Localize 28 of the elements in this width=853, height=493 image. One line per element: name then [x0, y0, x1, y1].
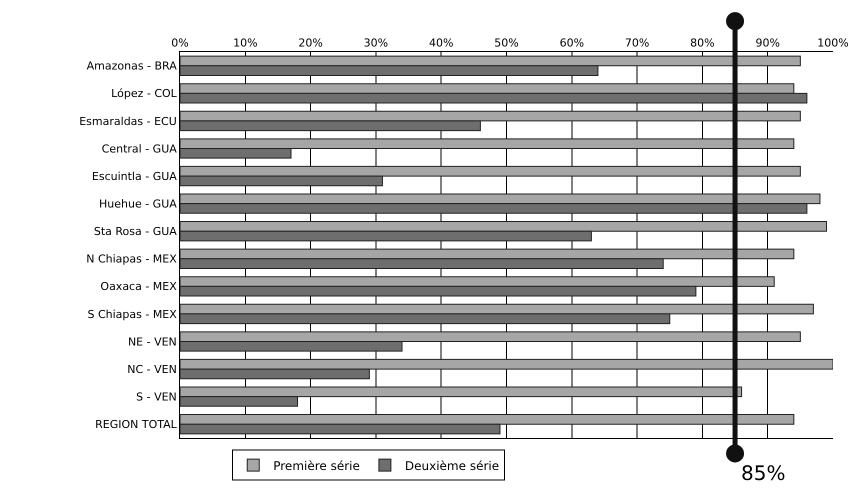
ref-line-label: 85%	[741, 461, 786, 485]
y-tick-label: Central - GUA	[102, 142, 178, 156]
y-tick-label: Huehue - GUA	[99, 197, 178, 210]
x-tick-label: 70%	[624, 36, 650, 50]
x-tick-label: 40%	[428, 36, 454, 50]
legend-label: Deuxième série	[404, 458, 500, 473]
y-tick-label: Escuintla - GUA	[92, 170, 178, 183]
y-tick-label: S Chiapas - MEX	[87, 308, 178, 321]
x-tick-label: 20%	[298, 36, 323, 50]
x-tick-label: 60%	[560, 36, 584, 50]
y-tick-label: López - COL	[111, 87, 178, 100]
y-tick-label: Oaxaca - MEX	[100, 280, 178, 294]
y-tick-label: NE - VEN	[128, 335, 177, 348]
y-tick-label: REGION TOTAL	[95, 418, 178, 432]
x-tick-label: 50%	[494, 36, 519, 50]
x-tick-label: 80%	[690, 36, 715, 50]
x-tick-label: 100%	[817, 36, 849, 50]
y-tick-label: Sta Rosa - GUA	[94, 225, 178, 238]
x-tick-label: 90%	[755, 36, 780, 50]
x-tick-label: 10%	[233, 36, 258, 50]
y-tick-label: Amazonas - BRA	[86, 60, 178, 73]
y-tick-label: NC - VEN	[127, 362, 177, 376]
legend-label: Première série	[273, 458, 360, 473]
x-tick-label: 0%	[171, 36, 189, 50]
y-tick-label: S - VEN	[136, 390, 177, 404]
x-tick-label: 30%	[364, 36, 388, 50]
y-tick-label: Esmaraldas - ECU	[79, 114, 177, 128]
y-tick-label: N Chiapas - MEX	[86, 252, 178, 266]
